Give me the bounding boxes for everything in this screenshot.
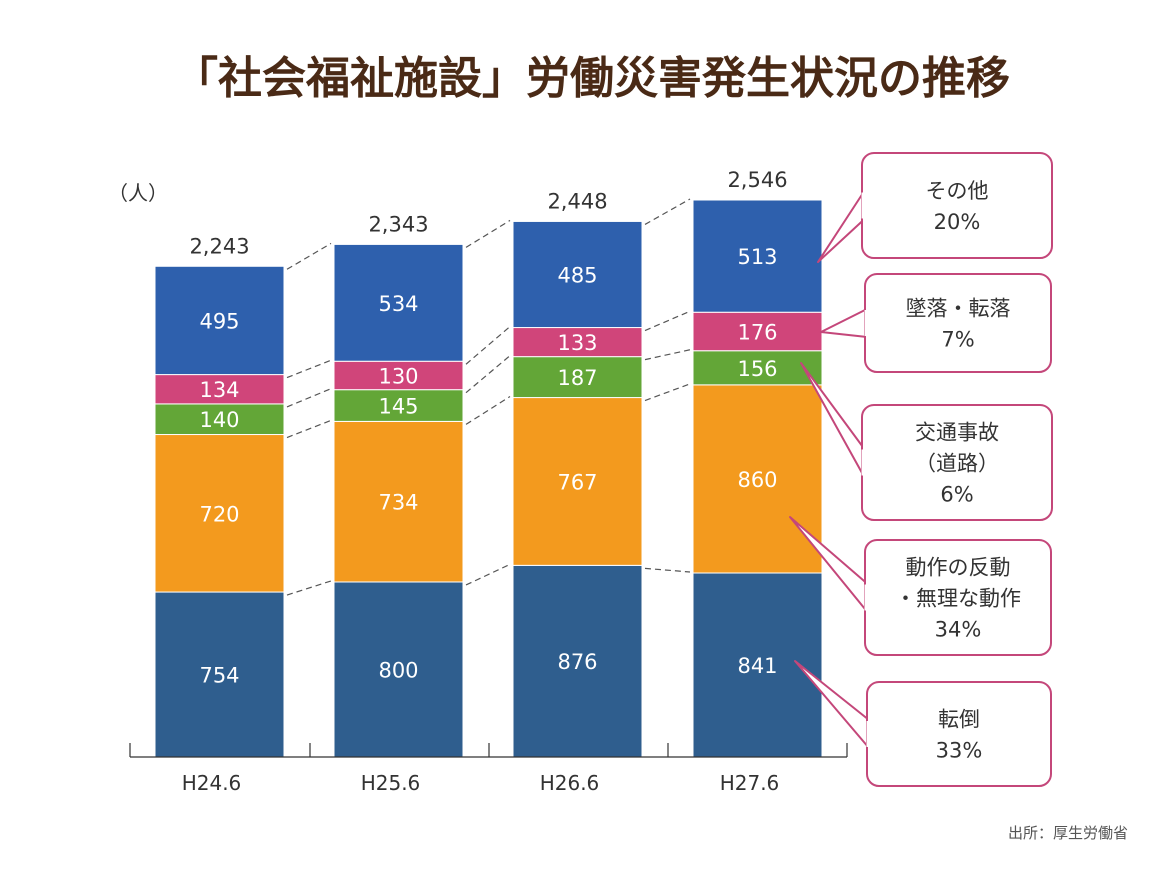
callout-text-dousa-1: ・無理な動作: [895, 587, 1021, 611]
callout-text-koutsu-0: 交通事故: [915, 421, 999, 445]
callout-sonota: その他 20%: [817, 152, 1053, 263]
bar-segment-koutsu-2: [512, 356, 643, 399]
bar-segment-tentou-1: [333, 581, 464, 758]
callout-text-dousa-0: 動作の反動: [906, 556, 1011, 580]
callout-text-tentou-0: 転倒: [938, 708, 980, 732]
bar-segment-tsuiraku-2: [512, 327, 643, 358]
connector-koutsu-0: [286, 388, 332, 408]
bar-segment-sonota-3: [692, 199, 823, 313]
callout-text-koutsu-1: （道路）: [915, 452, 999, 476]
bar-segment-koutsu-0: [154, 403, 285, 436]
y-axis-unit: （人）: [108, 181, 168, 205]
data-label-koutsu-3: 156: [737, 357, 777, 381]
callout-dousa: 動作の反動・無理な動作 34%: [789, 516, 1052, 656]
data-label-dousa-1: 734: [378, 491, 418, 515]
x-tick-label-0: H24.6: [182, 771, 242, 795]
callout-text-tentou-1: 33%: [936, 739, 983, 763]
bar-segment-sonota-2: [512, 220, 643, 329]
connector-tentou-1: [465, 563, 511, 586]
source-note: 出所：厚生労働省: [1008, 824, 1128, 842]
total-label-1: 2,343: [368, 212, 428, 236]
connector-lines: [286, 198, 691, 596]
callout-box-tsuiraku: [864, 273, 1052, 373]
data-label-sonota-0: 495: [199, 309, 239, 333]
connector-tsuiraku-0: [286, 359, 332, 379]
connector-tsuiraku-2: [644, 310, 691, 332]
data-label-koutsu-0: 140: [199, 408, 239, 432]
data-label-koutsu-1: 145: [378, 395, 418, 419]
connector-tentou-0: [286, 580, 332, 596]
x-tick-label-1: H25.6: [361, 771, 421, 795]
connector-dousa-1: [465, 396, 511, 425]
connector-dousa-0: [286, 419, 332, 439]
callout-pointer-tentou: [794, 660, 870, 749]
bars-group: 754 720 140 134 495 2,243 800 734 145 130 534 2,343…: [154, 168, 823, 758]
connector-koutsu-1: [465, 355, 511, 394]
bar-segment-dousa-0: [154, 434, 285, 593]
callout-box-tentou: [866, 681, 1052, 787]
callout-tentou: 転倒 33%: [794, 660, 1052, 787]
callout-tsuiraku: 墜落・転落 7%: [820, 273, 1052, 373]
bar-segment-tentou-2: [512, 564, 643, 758]
bar-segment-tentou-3: [692, 572, 823, 758]
data-label-dousa-3: 860: [737, 468, 777, 492]
connector-tentou-2: [644, 567, 691, 573]
callout-pointer-tsuiraku: [820, 308, 868, 338]
total-label-0: 2,243: [189, 234, 249, 258]
x-axis: H24.6 H25.6 H26.6 H27.6: [129, 743, 848, 795]
connector-sonota-2: [644, 198, 691, 225]
callouts-group: その他 20% 墜落・転落 7% 交通事故 （道路） 6% 動作の反動・無理な動作 34% 転倒 3…: [789, 152, 1053, 787]
callout-text-tsuiraku-0: 墜落・転落: [906, 297, 1011, 321]
data-label-tentou-3: 841: [737, 654, 777, 678]
callout-text-tsuiraku-1: 7%: [941, 328, 974, 352]
bar-segment-sonota-1: [333, 243, 464, 362]
connector-sonota-1: [465, 219, 511, 248]
data-label-dousa-2: 767: [557, 470, 597, 494]
total-label-3: 2,546: [727, 168, 787, 192]
connector-sonota-0: [286, 242, 332, 270]
callout-text-sonota-0: その他: [926, 179, 989, 203]
callout-text-sonota-1: 20%: [934, 210, 981, 234]
callout-text-dousa-2: 34%: [935, 618, 982, 642]
data-label-sonota-1: 534: [378, 292, 418, 316]
data-label-tentou-2: 876: [557, 650, 597, 674]
data-label-tsuiraku-3: 176: [737, 320, 777, 344]
callout-box-sonota: [861, 152, 1053, 259]
connector-koutsu-2: [644, 349, 691, 361]
bar-segment-koutsu-1: [333, 389, 464, 422]
data-label-tsuiraku-0: 134: [199, 378, 239, 402]
chart-title: 「社会福祉施設」労働災害発生状況の推移: [174, 53, 1010, 104]
callout-pointer-koutsu: [800, 362, 865, 477]
x-tick-label-3: H27.6: [720, 771, 780, 795]
callout-pointer-dousa: [789, 516, 868, 613]
callout-koutsu: 交通事故 （道路） 6%: [800, 362, 1053, 521]
data-label-tentou-1: 800: [378, 658, 418, 682]
connector-tsuiraku-1: [465, 326, 511, 365]
connector-dousa-2: [644, 383, 691, 402]
total-label-2: 2,448: [547, 189, 607, 213]
data-label-tsuiraku-2: 133: [557, 331, 597, 355]
data-label-koutsu-2: 187: [557, 366, 597, 390]
bar-segment-dousa-3: [692, 384, 823, 574]
data-label-sonota-3: 513: [737, 245, 777, 269]
callout-pointer-sonota: [817, 190, 865, 263]
data-label-sonota-2: 485: [557, 263, 597, 287]
bar-segment-dousa-1: [333, 420, 464, 583]
x-tick-label-2: H26.6: [540, 771, 600, 795]
callout-text-koutsu-2: 6%: [940, 483, 973, 507]
bar-segment-sonota-0: [154, 265, 285, 376]
data-label-tsuiraku-1: 130: [378, 364, 418, 388]
data-label-dousa-0: 720: [199, 502, 239, 526]
data-label-tentou-0: 754: [199, 664, 239, 688]
bar-segment-dousa-2: [512, 397, 643, 566]
